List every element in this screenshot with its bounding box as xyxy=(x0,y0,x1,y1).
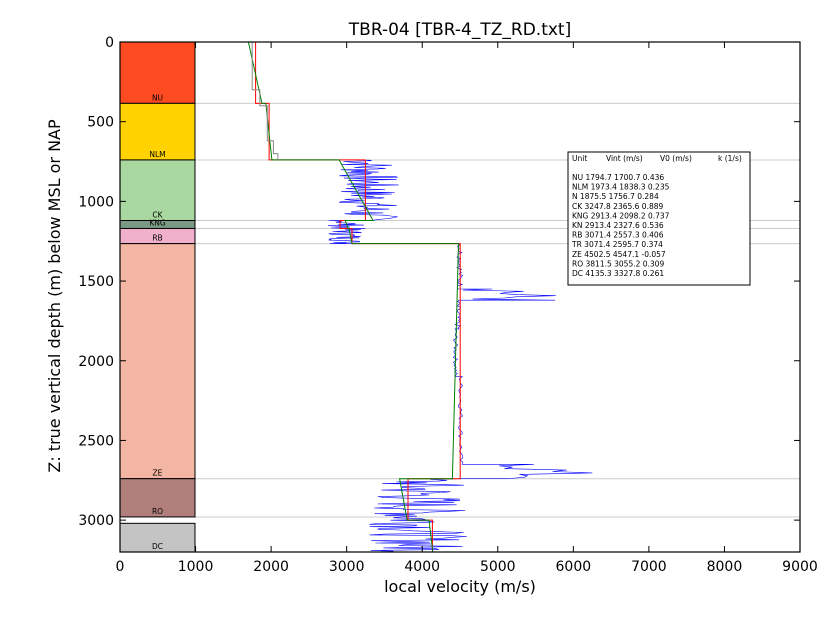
legend-row: N 1875.5 1756.7 0.284 xyxy=(572,192,659,201)
x-tick-label: 7000 xyxy=(631,559,667,575)
legend-header: Vint (m/s) xyxy=(606,154,643,163)
legend-row: KN 2913.4 2327.6 0.536 xyxy=(572,221,664,230)
legend-row: TR 3071.4 2595.7 0.374 xyxy=(571,240,663,249)
y-tick-label: 1500 xyxy=(78,274,114,290)
legend-row: NU 1794.7 1700.7 0.436 xyxy=(572,173,664,182)
series-line-1 xyxy=(255,42,461,552)
unit-label: ZE xyxy=(153,469,163,478)
unit-label: NLM xyxy=(149,150,165,159)
legend-header: Unit xyxy=(572,154,587,163)
x-tick-label: 2000 xyxy=(253,559,289,575)
x-tick-label: 9000 xyxy=(782,559,818,575)
series-line-3 xyxy=(251,42,279,160)
legend-row: NLM 1973.4 1838.3 0.235 xyxy=(572,183,670,192)
x-tick-label: 3000 xyxy=(329,559,365,575)
chart-title: TBR-04 [TBR-4_TZ_RD.txt] xyxy=(348,20,571,40)
y-axis-label: Z: true vertical depth (m) below MSL or … xyxy=(45,119,64,473)
y-tick-label: 2000 xyxy=(78,354,114,370)
legend-box xyxy=(567,151,751,286)
unit-label: CK xyxy=(152,211,163,220)
x-axis-label: local velocity (m/s) xyxy=(384,577,536,596)
x-tick-label: 5000 xyxy=(480,559,516,575)
plot-area xyxy=(195,42,800,553)
y-tick-label: 1000 xyxy=(78,194,114,210)
x-tick-label: 6000 xyxy=(556,559,592,575)
unit-label: RO xyxy=(152,507,163,516)
legend-header: V0 (m/s) xyxy=(660,154,692,163)
series-group xyxy=(247,42,593,552)
x-tick-label: 0 xyxy=(116,559,125,575)
series-line-2 xyxy=(247,42,460,552)
legend-row: RO 3811.5 3055.2 0.309 xyxy=(572,259,664,268)
legend-row: KNG 2913.4 2098.2 0.737 xyxy=(572,211,670,220)
legend-row: DC 4135.3 3327.8 0.261 xyxy=(572,269,664,278)
legend: Unit Vint (m/s) V0 (m/s) k (1/s) NU 1794.7 1… xyxy=(567,151,751,286)
axes: 0 1000 2000 3000 4000 5000 6000 7000 8000 9000 0 50… xyxy=(78,35,817,575)
unit-block-ro xyxy=(119,478,196,518)
y-tick-label: 500 xyxy=(87,115,114,131)
y-tick-label: 3000 xyxy=(78,513,114,529)
unit-label: DC xyxy=(152,542,163,551)
unit-label: RB xyxy=(152,234,162,243)
x-tick-label: 4000 xyxy=(404,559,440,575)
unit-block-ze xyxy=(119,243,196,480)
y-tick-label: 2500 xyxy=(78,433,114,449)
y-tick-label: 0 xyxy=(105,35,114,51)
x-tick-label: 1000 xyxy=(178,559,214,575)
legend-header: k (1/s) xyxy=(718,154,742,163)
legend-row: RB 3071.4 2557.3 0.406 xyxy=(572,231,664,240)
x-tick-label: 8000 xyxy=(707,559,743,575)
unit-label: KNG xyxy=(149,218,166,227)
unit-label: NU xyxy=(152,93,163,102)
legend-row: ZE 4502.5 4547.1 -0.057 xyxy=(572,250,666,259)
legend-row: CK 3247.8 2365.6 0.889 xyxy=(572,202,663,211)
plot-frame xyxy=(119,41,801,553)
